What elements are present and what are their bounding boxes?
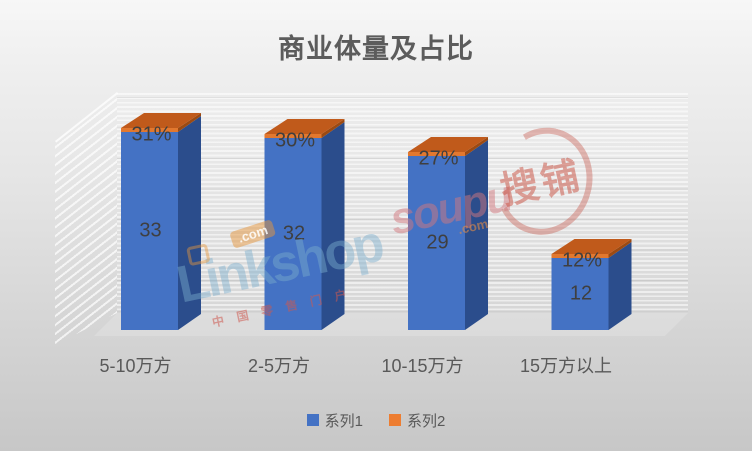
legend-label-series1: 系列1 (324, 412, 363, 430)
cap-side-face (178, 113, 201, 132)
cap-side-face (608, 239, 632, 258)
bar-front-face (264, 138, 322, 330)
cap-front-face (121, 128, 178, 132)
value-label: 33 (139, 219, 162, 242)
category-label: 15万方以上 (519, 356, 613, 376)
percent-label: 27% (418, 147, 459, 170)
bar-side-face (608, 242, 632, 330)
cap-front-face (264, 134, 322, 138)
bar-side-face (178, 116, 201, 330)
plot-floor (94, 313, 688, 336)
category-label: 10-15万方 (381, 356, 464, 376)
series2-swatch-icon (389, 414, 401, 426)
series1-swatch-icon (306, 414, 319, 426)
cap-top-face (551, 239, 632, 254)
percent-label: 31% (131, 123, 172, 146)
value-label: 29 (426, 231, 449, 254)
category-label: 5-10万方 (99, 356, 172, 376)
cap-top-face (121, 113, 201, 128)
legend-item-series2: 系列2 (389, 410, 445, 431)
legend-label-series2: 系列2 (407, 412, 446, 430)
percent-label: 30% (274, 129, 316, 152)
cap-front-face (408, 152, 465, 156)
bar-side-face (465, 140, 488, 330)
cap-side-face (321, 119, 345, 138)
bar-front-face (551, 258, 609, 330)
bar-side-face (321, 122, 345, 330)
legend-item-series1: 系列1 (306, 410, 363, 431)
category-label: 2-5万方 (247, 356, 311, 376)
chart-title: 商业体量及占比 (278, 34, 474, 64)
percent-label: 12% (561, 249, 603, 272)
cap-side-face (465, 137, 488, 156)
bar-front-face (408, 156, 465, 330)
cap-front-face (551, 254, 609, 258)
cap-top-face (408, 137, 488, 152)
chart-legend: 系列1 系列2 (0, 408, 752, 432)
cap-top-face (264, 119, 345, 134)
value-label: 12 (569, 282, 593, 305)
value-label: 32 (282, 222, 306, 245)
bar-front-face (121, 132, 178, 330)
